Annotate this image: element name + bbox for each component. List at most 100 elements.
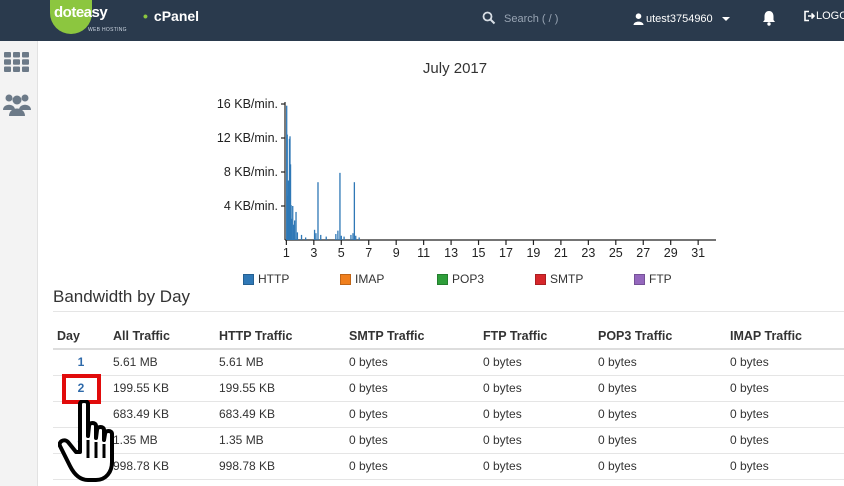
all-traffic-cell: 5.61 MB <box>109 349 215 376</box>
column-header-ftp-traffic[interactable]: FTP Traffic <box>479 323 594 350</box>
app-title: • cPanel <box>143 8 199 24</box>
column-header-day[interactable]: Day <box>53 323 109 350</box>
http-traffic-cell: 1.35 MB <box>215 427 345 454</box>
imap-traffic-cell: 0 bytes <box>726 375 844 402</box>
x-tick-label: 11 <box>417 246 430 260</box>
bar <box>304 237 307 240</box>
x-tick-label: 27 <box>636 246 650 260</box>
smtp-traffic-cell: 0 bytes <box>345 375 479 402</box>
legend-label: FTP <box>649 272 672 286</box>
column-header-smtp-traffic[interactable]: SMTP Traffic <box>345 323 479 350</box>
day-link-1[interactable]: 1 <box>77 355 85 370</box>
bar <box>340 235 342 240</box>
day-link-2[interactable]: 2 <box>77 381 85 395</box>
y-tick-label: 4 KB/min. <box>224 199 278 213</box>
legend-item-imap[interactable]: IMAP <box>340 271 384 287</box>
legend-label: SMTP <box>550 272 584 286</box>
bar <box>352 233 354 240</box>
smtp-traffic-cell: 0 bytes <box>345 427 479 454</box>
ftp-traffic-cell: 0 bytes <box>479 349 594 376</box>
search-box[interactable] <box>480 9 620 29</box>
table-row: 4 1.35 MB 1.35 MB 0 bytes 0 bytes 0 byte… <box>53 427 844 454</box>
x-tick-label: 1 <box>283 246 290 260</box>
pop3-traffic-cell: 0 bytes <box>594 375 726 402</box>
legend-item-smtp[interactable]: SMTP <box>535 271 583 287</box>
legend-label: POP3 <box>452 272 485 286</box>
bar <box>339 172 341 240</box>
imap-traffic-cell: 0 bytes <box>726 349 844 376</box>
bar <box>325 236 327 240</box>
y-tick-label: 12 KB/min. <box>217 131 278 145</box>
pop3-traffic-cell: 0 bytes <box>594 349 726 376</box>
smtp-traffic-cell: 0 bytes <box>345 453 479 480</box>
notifications-bell-icon[interactable] <box>762 10 776 26</box>
bar <box>296 232 299 240</box>
dotesay-logo[interactable]: doteasy WEB HOSTING <box>50 0 130 38</box>
table-header-row: Day All Traffic HTTP Traffic SMTP Traffi… <box>53 323 844 350</box>
legend-swatch <box>243 273 254 285</box>
bar <box>355 235 357 240</box>
x-tick-label: 15 <box>472 246 486 260</box>
pop3-traffic-cell: 0 bytes <box>594 401 726 428</box>
all-traffic-cell: 683.49 KB <box>109 401 215 428</box>
top-navigation-bar: doteasy WEB HOSTING • cPanel utest3754960… <box>0 0 844 41</box>
legend-label: HTTP <box>258 272 290 286</box>
column-header-all-traffic[interactable]: All Traffic <box>109 323 215 350</box>
x-tick-label: 23 <box>581 246 595 260</box>
legend-label: IMAP <box>355 272 385 286</box>
bar <box>320 234 322 240</box>
ftp-traffic-cell: 0 bytes <box>479 427 594 454</box>
legend-swatch <box>634 273 645 285</box>
bar <box>350 234 352 240</box>
legend-item-ftp[interactable]: FTP <box>634 271 672 287</box>
http-traffic-cell: 683.49 KB <box>215 401 345 428</box>
caret-down-icon <box>721 17 730 21</box>
pop3-traffic-cell: 0 bytes <box>594 427 726 454</box>
x-tick-label: 3 <box>310 246 317 260</box>
legend-item-pop3[interactable]: POP3 <box>437 271 484 287</box>
search-input[interactable] <box>504 9 614 29</box>
grid-icon[interactable] <box>4 52 29 72</box>
smtp-traffic-cell: 0 bytes <box>345 349 479 376</box>
logout-icon <box>804 10 815 22</box>
all-traffic-cell: 998.78 KB <box>109 453 215 480</box>
legend-swatch <box>437 273 448 285</box>
y-tick-label: 8 KB/min. <box>224 165 278 179</box>
bandwidth-chart: 4 KB/min. 8 KB/min. 12 KB/min. 16 KB/min. 1 3… <box>217 97 716 260</box>
bar <box>315 233 317 240</box>
day-cell: 1 <box>53 349 109 376</box>
logout-link[interactable]: LOGO <box>803 10 844 22</box>
table-row: 2 199.55 KB 199.55 KB 0 bytes 0 bytes 0 … <box>53 375 844 402</box>
section-divider <box>53 311 844 312</box>
user-menu[interactable]: utest3754960 <box>633 10 730 28</box>
column-header-imap-traffic[interactable]: IMAP Traffic <box>726 323 844 350</box>
legend-item-http[interactable]: HTTP <box>243 271 289 287</box>
pop3-traffic-cell: 0 bytes <box>594 453 726 480</box>
column-header-pop3-traffic[interactable]: POP3 Traffic <box>594 323 726 350</box>
ftp-traffic-cell: 0 bytes <box>479 375 594 402</box>
username-label: utest3754960 <box>646 13 713 25</box>
legend-swatch <box>340 273 351 285</box>
table-row: 5 998.78 KB 998.78 KB 0 bytes 0 bytes 0 … <box>53 453 844 480</box>
ftp-traffic-cell: 0 bytes <box>479 453 594 480</box>
section-title: Bandwidth by Day <box>53 287 191 306</box>
bar <box>290 218 293 240</box>
all-traffic-cell: 1.35 MB <box>109 427 215 454</box>
y-tick-label: 16 KB/min. <box>217 97 278 111</box>
bar <box>313 229 316 240</box>
users-icon[interactable] <box>3 91 31 117</box>
http-traffic-cell: 998.78 KB <box>215 453 345 480</box>
bar <box>292 206 294 240</box>
column-header-http-traffic[interactable]: HTTP Traffic <box>215 323 345 350</box>
smtp-traffic-cell: 0 bytes <box>345 401 479 428</box>
logo-bubble <box>50 0 92 34</box>
app-title-label: cPanel <box>153 8 200 24</box>
bar <box>295 211 297 240</box>
bar <box>300 234 303 240</box>
x-tick-label: 25 <box>609 246 623 260</box>
bar <box>335 234 337 240</box>
table-row: 3 683.49 KB 683.49 KB 0 bytes 0 bytes 0 … <box>53 401 844 428</box>
imap-traffic-cell: 0 bytes <box>726 427 844 454</box>
x-tick-label: 7 <box>365 246 372 260</box>
x-tick-label: 5 <box>338 246 345 260</box>
